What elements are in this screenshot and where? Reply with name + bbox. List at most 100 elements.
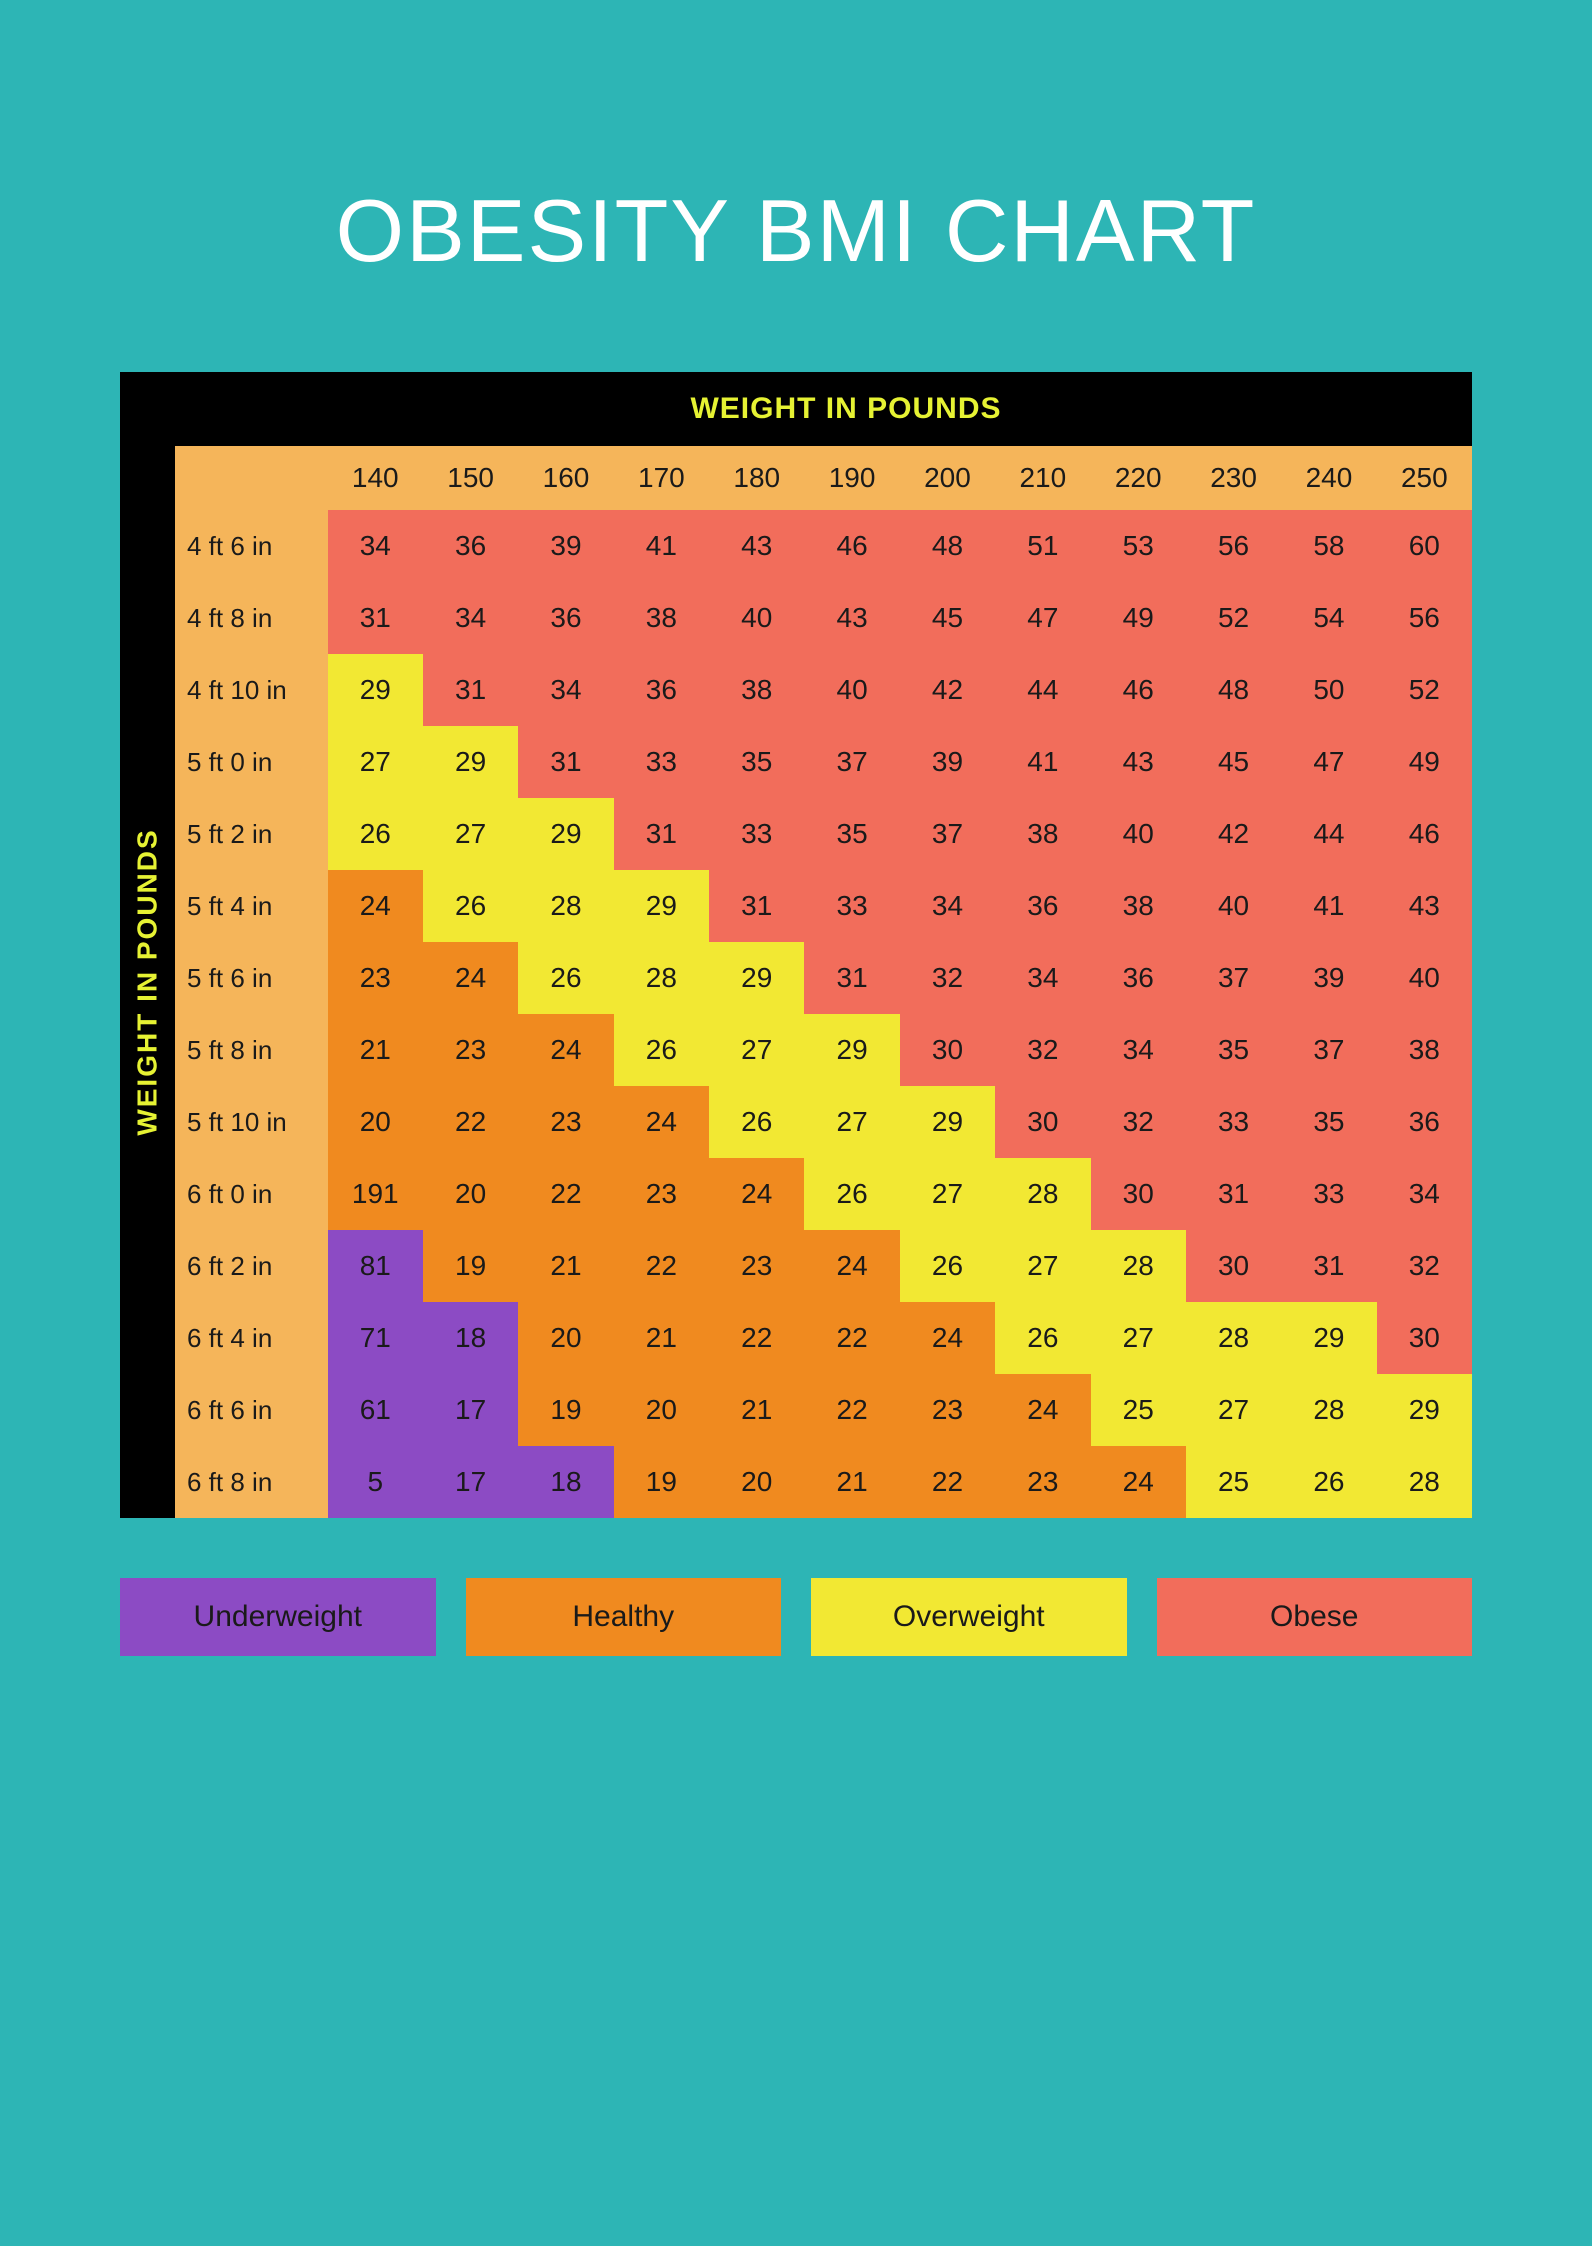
legend-item-ob: Obese: [1157, 1578, 1473, 1656]
bmi-cell: 34: [423, 582, 518, 654]
bmi-cell: 19: [614, 1446, 709, 1518]
bmi-cell: 27: [709, 1014, 804, 1086]
bmi-cell: 42: [1186, 798, 1281, 870]
height-label: 4 ft 8 in: [175, 582, 328, 654]
bmi-cell: 50: [1281, 654, 1376, 726]
bmi-cell: 31: [423, 654, 518, 726]
bmi-cell: 41: [1281, 870, 1376, 942]
bmi-cell: 39: [1281, 942, 1376, 1014]
height-label: 4 ft 10 in: [175, 654, 328, 726]
bmi-cell: 37: [804, 726, 899, 798]
bmi-cell: 44: [995, 654, 1090, 726]
bmi-cell: 39: [900, 726, 995, 798]
bmi-cell: 24: [328, 870, 423, 942]
bmi-cell: 25: [1186, 1446, 1281, 1518]
bmi-cell: 27: [900, 1158, 995, 1230]
bmi-cell: 27: [995, 1230, 1090, 1302]
x-axis-label: WEIGHT IN POUNDS: [120, 372, 1472, 446]
bmi-cell: 31: [1281, 1230, 1376, 1302]
bmi-cell: 29: [709, 942, 804, 1014]
bmi-cell: 33: [709, 798, 804, 870]
bmi-cell: 18: [518, 1446, 613, 1518]
weight-header: 250: [1377, 446, 1472, 510]
bmi-cell: 33: [804, 870, 899, 942]
bmi-cell: 29: [614, 870, 709, 942]
bmi-cell: 48: [900, 510, 995, 582]
bmi-cell: 38: [709, 654, 804, 726]
bmi-cell: 48: [1186, 654, 1281, 726]
bmi-cell: 28: [1281, 1374, 1376, 1446]
legend-item-he: Healthy: [466, 1578, 782, 1656]
bmi-cell: 23: [423, 1014, 518, 1086]
bmi-cell: 26: [518, 942, 613, 1014]
bmi-cell: 30: [1377, 1302, 1472, 1374]
bmi-cell: 24: [709, 1158, 804, 1230]
bmi-cell: 22: [518, 1158, 613, 1230]
bmi-cell: 40: [709, 582, 804, 654]
bmi-cell: 34: [900, 870, 995, 942]
bmi-cell: 34: [995, 942, 1090, 1014]
bmi-cell: 49: [1377, 726, 1472, 798]
bmi-cell: 47: [1281, 726, 1376, 798]
bmi-cell: 26: [709, 1086, 804, 1158]
bmi-cell: 22: [900, 1446, 995, 1518]
bmi-cell: 43: [1091, 726, 1186, 798]
bmi-cell: 29: [423, 726, 518, 798]
bmi-cell: 26: [995, 1302, 1090, 1374]
bmi-cell: 43: [1377, 870, 1472, 942]
bmi-cell: 43: [709, 510, 804, 582]
bmi-cell: 45: [900, 582, 995, 654]
bmi-cell: 40: [1377, 942, 1472, 1014]
bmi-cell: 40: [1186, 870, 1281, 942]
bmi-cell: 35: [804, 798, 899, 870]
corner-cell: [175, 446, 328, 510]
bmi-cell: 29: [1377, 1374, 1472, 1446]
bmi-cell: 39: [518, 510, 613, 582]
bmi-cell: 47: [995, 582, 1090, 654]
bmi-cell: 44: [1281, 798, 1376, 870]
bmi-cell: 52: [1377, 654, 1472, 726]
weight-header: 180: [709, 446, 804, 510]
bmi-cell: 23: [900, 1374, 995, 1446]
bmi-cell: 56: [1377, 582, 1472, 654]
bmi-grid: 1401501601701801902002102202302402504 ft…: [175, 446, 1472, 1518]
bmi-cell: 45: [1186, 726, 1281, 798]
bmi-cell: 21: [614, 1302, 709, 1374]
bmi-cell: 26: [423, 870, 518, 942]
height-label: 6 ft 2 in: [175, 1230, 328, 1302]
bmi-cell: 20: [614, 1374, 709, 1446]
y-axis-label: WEIGHT IN POUNDS: [132, 828, 164, 1135]
weight-header: 160: [518, 446, 613, 510]
bmi-cell: 26: [804, 1158, 899, 1230]
bmi-cell: 61: [328, 1374, 423, 1446]
bmi-cell: 36: [614, 654, 709, 726]
bmi-cell: 34: [1091, 1014, 1186, 1086]
bmi-cell: 28: [1186, 1302, 1281, 1374]
weight-header: 150: [423, 446, 518, 510]
bmi-cell: 23: [328, 942, 423, 1014]
bmi-cell: 38: [1377, 1014, 1472, 1086]
bmi-cell: 34: [518, 654, 613, 726]
bmi-cell: 30: [1091, 1158, 1186, 1230]
bmi-cell: 43: [804, 582, 899, 654]
bmi-cell: 51: [995, 510, 1090, 582]
bmi-cell: 28: [1091, 1230, 1186, 1302]
bmi-cell: 19: [423, 1230, 518, 1302]
bmi-cell: 34: [328, 510, 423, 582]
bmi-cell: 38: [1091, 870, 1186, 942]
bmi-cell: 191: [328, 1158, 423, 1230]
bmi-cell: 24: [423, 942, 518, 1014]
bmi-cell: 23: [614, 1158, 709, 1230]
bmi-cell: 28: [614, 942, 709, 1014]
bmi-cell: 42: [900, 654, 995, 726]
page-title: OBESITY BMI CHART: [120, 180, 1472, 282]
bmi-cell: 18: [423, 1302, 518, 1374]
bmi-cell: 27: [328, 726, 423, 798]
bmi-cell: 22: [709, 1302, 804, 1374]
bmi-cell: 36: [1091, 942, 1186, 1014]
bmi-cell: 30: [995, 1086, 1090, 1158]
bmi-cell: 29: [804, 1014, 899, 1086]
bmi-cell: 27: [804, 1086, 899, 1158]
bmi-cell: 21: [328, 1014, 423, 1086]
bmi-cell: 32: [1091, 1086, 1186, 1158]
